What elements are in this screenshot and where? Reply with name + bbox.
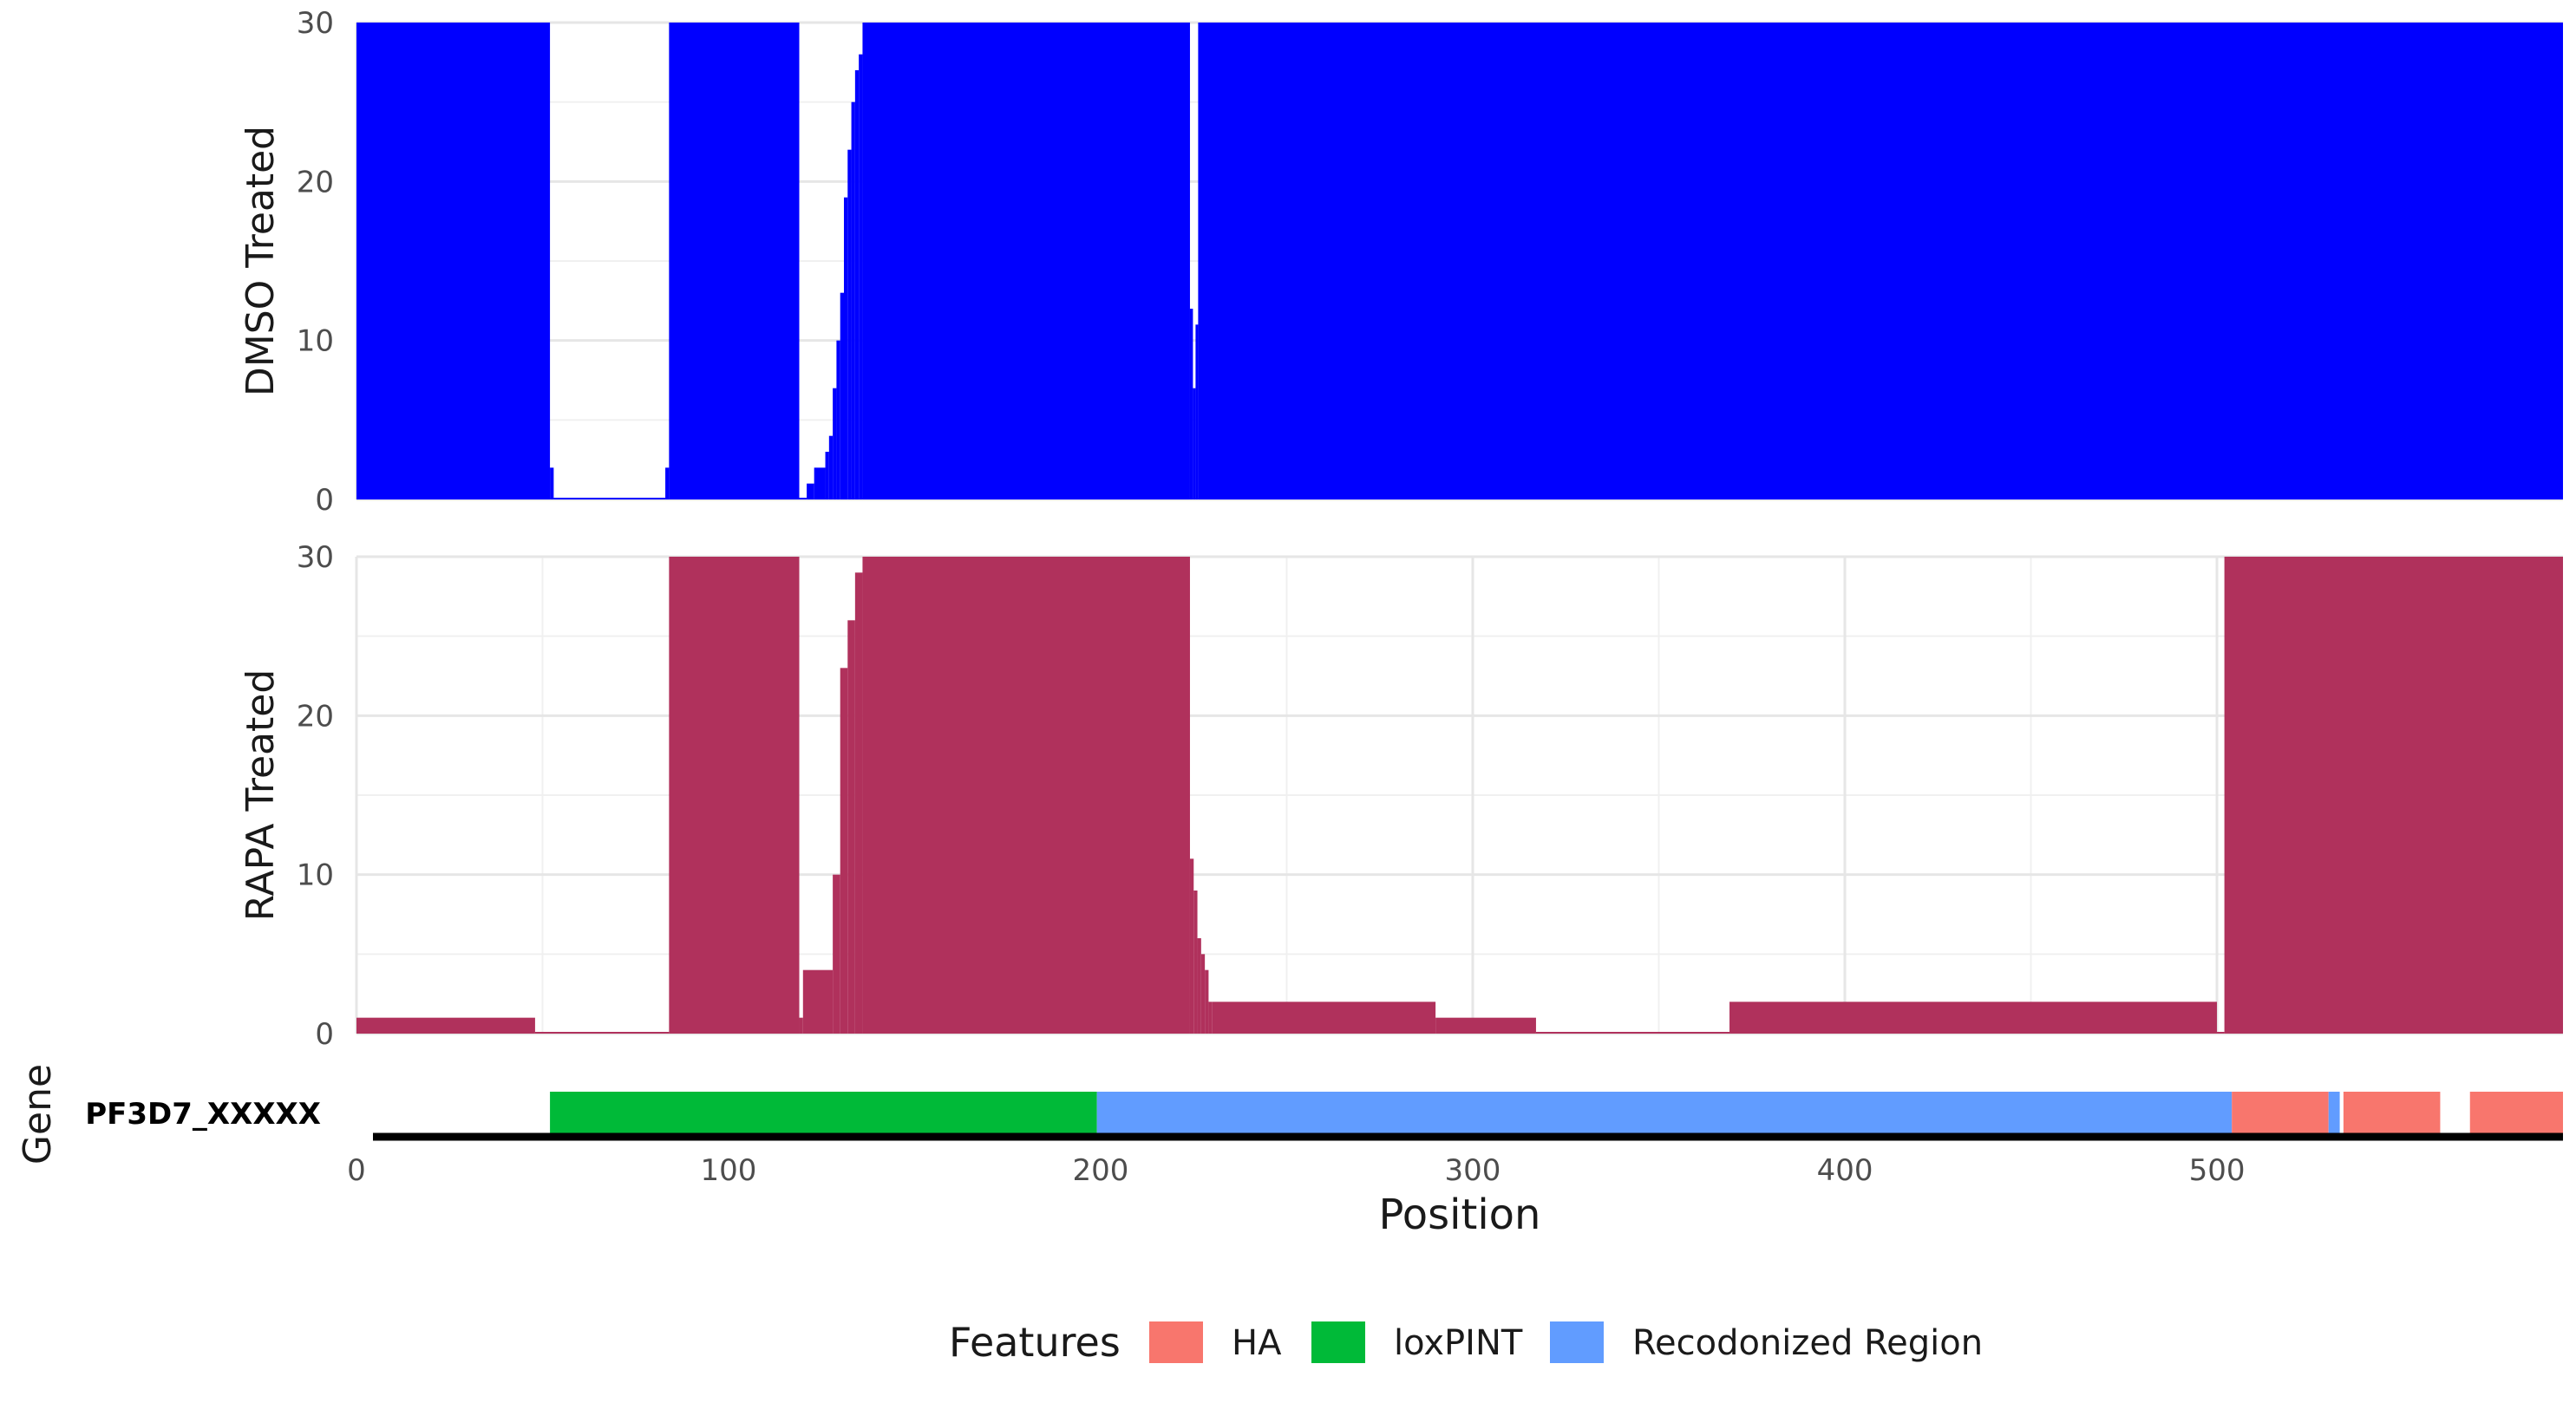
coverage-bar [553,498,666,499]
coverage-bar [807,483,814,499]
coverage-bar [356,1017,535,1034]
legend-key [1550,1321,1604,1363]
legend: Features HA loxPINT Recodonized Region [949,1319,1983,1366]
legend-key [1149,1321,1203,1363]
coverage-bar [1208,1002,1213,1034]
legend-title: Features [949,1319,1121,1366]
y-tick-label: 10 [297,858,334,893]
coverage-bar [799,1017,803,1034]
gene-feature [2328,1092,2340,1135]
coverage-bar [1212,1002,1436,1034]
gene-feature [2343,1092,2441,1135]
coverage-bar [550,467,554,499]
y-tick-label: 20 [297,699,334,734]
coverage-bar [859,54,863,499]
x-tick-label: 100 [701,1153,757,1188]
coverage-bar [862,557,1190,1034]
coverage-bar [840,668,848,1034]
coverage-bar [862,23,1190,499]
coverage-bar [833,388,837,499]
coverage-bar [847,620,855,1034]
coverage-bar [1193,388,1196,499]
coverage-bar [1198,23,2563,499]
gene-feature [2469,1092,2563,1135]
x-axis: 0 100 200 300 400 500 [347,1153,2245,1188]
legend-item: loxPINT [1311,1321,1523,1363]
x-tick-label: 0 [347,1153,366,1188]
coverage-bar [2224,557,2563,1034]
coverage-bar [843,197,848,499]
coverage-bar [665,467,670,499]
y-tick-label: 30 [297,540,334,575]
x-tick-label: 300 [1445,1153,1501,1188]
gene-name: PF3D7_XXXXX [85,1097,321,1132]
x-tick-label: 500 [2189,1153,2246,1188]
legend-item: HA [1149,1321,1282,1363]
panel-dmso: 0 10 20 30 DMSO Treated [239,6,2563,518]
y-tick-label: 10 [297,324,334,359]
gene-feature [1096,1092,2233,1135]
coverage-bar [1435,1017,1536,1034]
coverage-bar [1205,969,1209,1034]
y-tick-label: 0 [315,483,334,518]
legend-label: loxPINT [1394,1323,1523,1363]
legend-label: Recodonized Region [1632,1323,1983,1363]
coverage-bar [669,23,800,499]
coverage-bar [854,70,860,499]
coverage-bar [1193,891,1198,1034]
y-tick-label: 30 [297,6,334,41]
coverage-bar [669,557,800,1034]
legend-item: Recodonized Region [1550,1321,1983,1363]
y-tick-label: 0 [315,1017,334,1052]
gene-track-label: Gene [16,1064,60,1165]
panel-label: RAPA Treated [239,669,283,922]
coverage-bar [802,969,834,1034]
coverage-bar [1189,858,1194,1034]
gene-feature [550,1092,1097,1135]
gene-track: PF3D7_XXXXX Gene [16,1064,2563,1165]
legend-label: HA [1232,1323,1282,1363]
coverage-bar [1197,938,1201,1034]
coverage-bar [814,467,826,499]
y-tick-label: 20 [297,165,334,199]
coverage-bar [854,572,863,1034]
coverage-bar [534,1032,670,1034]
coverage-bar [356,23,551,499]
coverage-bar [828,435,834,499]
x-axis-title: Position [1379,1191,1541,1239]
coverage-bar [833,874,840,1034]
coverage-bar [847,149,852,499]
coverage-bar [799,498,807,499]
coverage-panels: 0 10 20 30 DMSO Treated 0 10 20 30 RAPA Treated [239,6,2563,1052]
gene-feature [2232,1092,2329,1135]
panel-rapa: 0 10 20 30 RAPA Treated [239,540,2563,1052]
panel-label: DMSO Treated [239,126,283,396]
coverage-bar [840,292,844,499]
x-tick-label: 200 [1073,1153,1129,1188]
x-tick-label: 400 [1817,1153,1873,1188]
coverage-bar [1200,954,1206,1034]
coverage-bar [1535,1032,1730,1034]
coverage-bar [1195,324,1199,499]
legend-key [1311,1321,1365,1363]
coverage-bar [836,340,840,499]
coverage-bar [851,101,855,500]
coverage-bar [1729,1002,2218,1034]
coverage-bar [1189,309,1193,499]
coverage-bar [825,452,829,499]
coverage-bar [2217,1032,2225,1034]
